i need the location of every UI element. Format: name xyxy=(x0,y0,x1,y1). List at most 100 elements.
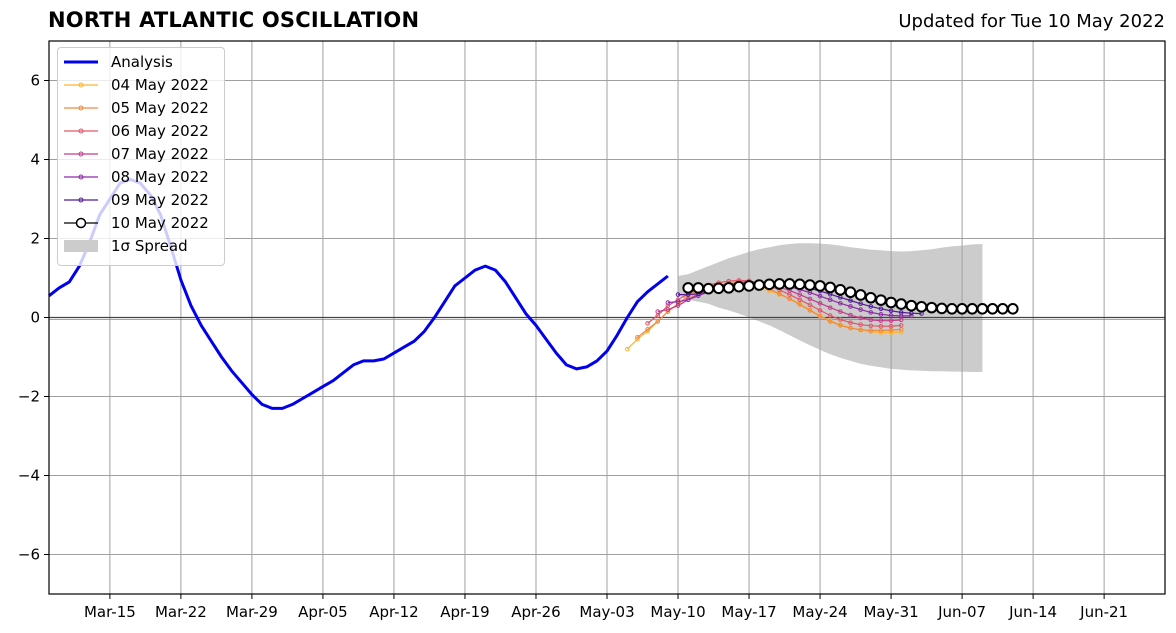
x-tick-label: May-31 xyxy=(863,603,918,621)
data-point xyxy=(817,300,823,306)
x-tick-label: Jun-07 xyxy=(937,603,986,621)
data-point xyxy=(966,303,979,315)
spread-patch-icon xyxy=(64,240,98,252)
data-point xyxy=(976,303,989,315)
y-tick-label: 0 xyxy=(30,309,40,327)
updated-label: Updated for Tue 10 May 2022 xyxy=(898,11,1165,32)
x-tick-label: May-10 xyxy=(650,603,705,621)
data-point xyxy=(804,279,816,291)
data-point xyxy=(895,298,908,310)
data-point xyxy=(733,280,745,293)
y-tick-label: −2 xyxy=(18,388,40,406)
data-point xyxy=(834,284,847,296)
forecast-line-icon xyxy=(64,197,98,203)
data-point xyxy=(665,300,671,305)
grid-layer xyxy=(49,41,1165,594)
data-point xyxy=(645,321,650,326)
data-point xyxy=(685,297,691,303)
data-point xyxy=(682,282,694,294)
data-point xyxy=(635,336,640,342)
data-point xyxy=(817,314,823,319)
data-point xyxy=(763,278,776,291)
legend-label: 06 May 2022 xyxy=(111,122,209,140)
data-point xyxy=(675,299,681,305)
data-point xyxy=(827,313,833,318)
data-point xyxy=(655,319,661,324)
data-point xyxy=(898,310,904,315)
legend-item-06-may: 06 May 2022 xyxy=(58,120,224,142)
data-point xyxy=(665,307,671,312)
data-point xyxy=(915,301,928,313)
data-point xyxy=(858,301,863,306)
data-point xyxy=(868,328,874,333)
data-point xyxy=(858,327,863,333)
legend-label: 04 May 2022 xyxy=(111,76,209,94)
x-tick-label: May-03 xyxy=(579,603,634,621)
legend-label: 10 May 2022 xyxy=(111,214,209,232)
y-tick-label: 2 xyxy=(30,230,40,248)
data-point xyxy=(946,303,958,315)
data-point xyxy=(814,280,826,292)
data-point xyxy=(854,289,867,301)
data-point xyxy=(838,317,843,322)
y-tick-label: 4 xyxy=(30,151,40,169)
y-axis-ticks: −6 −4 −2 0 2 4 6 xyxy=(18,72,49,564)
data-point xyxy=(827,305,833,310)
x-tick-label: Jun-14 xyxy=(1008,603,1057,621)
data-point xyxy=(807,296,813,302)
data-point xyxy=(827,319,833,324)
data-point xyxy=(956,303,968,315)
data-point xyxy=(936,302,948,315)
x-tick-label: Apr-26 xyxy=(511,603,561,621)
data-point xyxy=(878,323,884,329)
data-point xyxy=(858,322,863,327)
data-point xyxy=(868,310,874,315)
forecast-line-icon xyxy=(64,128,98,134)
data-point xyxy=(878,312,884,317)
data-point xyxy=(797,297,803,303)
data-point xyxy=(838,323,843,328)
legend-item-analysis: Analysis xyxy=(58,51,224,73)
x-tick-label: Apr-19 xyxy=(440,603,490,621)
data-point xyxy=(635,334,640,340)
x-axis-ticks: Mar-15 Mar-22 Mar-29 Apr-05 Apr-12 Apr-19 Apr-… xyxy=(84,594,1128,621)
data-point xyxy=(787,296,792,302)
data-point xyxy=(844,286,857,299)
data-point xyxy=(838,300,843,306)
data-point xyxy=(827,297,833,303)
data-point xyxy=(722,282,735,294)
data-point xyxy=(824,281,837,294)
x-tick-label: Apr-05 xyxy=(298,603,348,621)
chart-title: NORTH ATLANTIC OSCILLATION xyxy=(48,8,420,32)
data-point xyxy=(817,293,823,299)
data-point xyxy=(888,330,894,335)
data-point xyxy=(888,318,894,323)
data-point xyxy=(888,308,894,314)
data-point xyxy=(848,304,853,309)
data-point xyxy=(996,303,1009,315)
data-point xyxy=(753,279,765,291)
data-point xyxy=(878,328,884,333)
legend-label: Analysis xyxy=(111,53,173,71)
data-point xyxy=(858,315,863,321)
legend-label: 08 May 2022 xyxy=(111,168,209,186)
data-point xyxy=(797,302,803,307)
legend-label: 1σ Spread xyxy=(111,237,188,255)
forecast-line-icon xyxy=(64,82,98,88)
data-point xyxy=(868,304,874,309)
data-point xyxy=(898,329,904,335)
data-point xyxy=(905,299,918,312)
data-point xyxy=(878,318,884,323)
data-point xyxy=(864,291,877,304)
data-point xyxy=(793,278,806,291)
legend-item-05-may: 05 May 2022 xyxy=(58,97,224,119)
forecast-line-icon xyxy=(64,174,98,180)
data-point xyxy=(743,280,755,292)
forecast-line-icon xyxy=(64,105,98,111)
y-tick-label: 6 xyxy=(30,72,40,90)
x-tick-label: Apr-12 xyxy=(369,603,419,621)
data-point xyxy=(838,309,843,314)
legend-item-09-may: 09 May 2022 xyxy=(58,189,224,211)
data-point xyxy=(773,278,786,290)
